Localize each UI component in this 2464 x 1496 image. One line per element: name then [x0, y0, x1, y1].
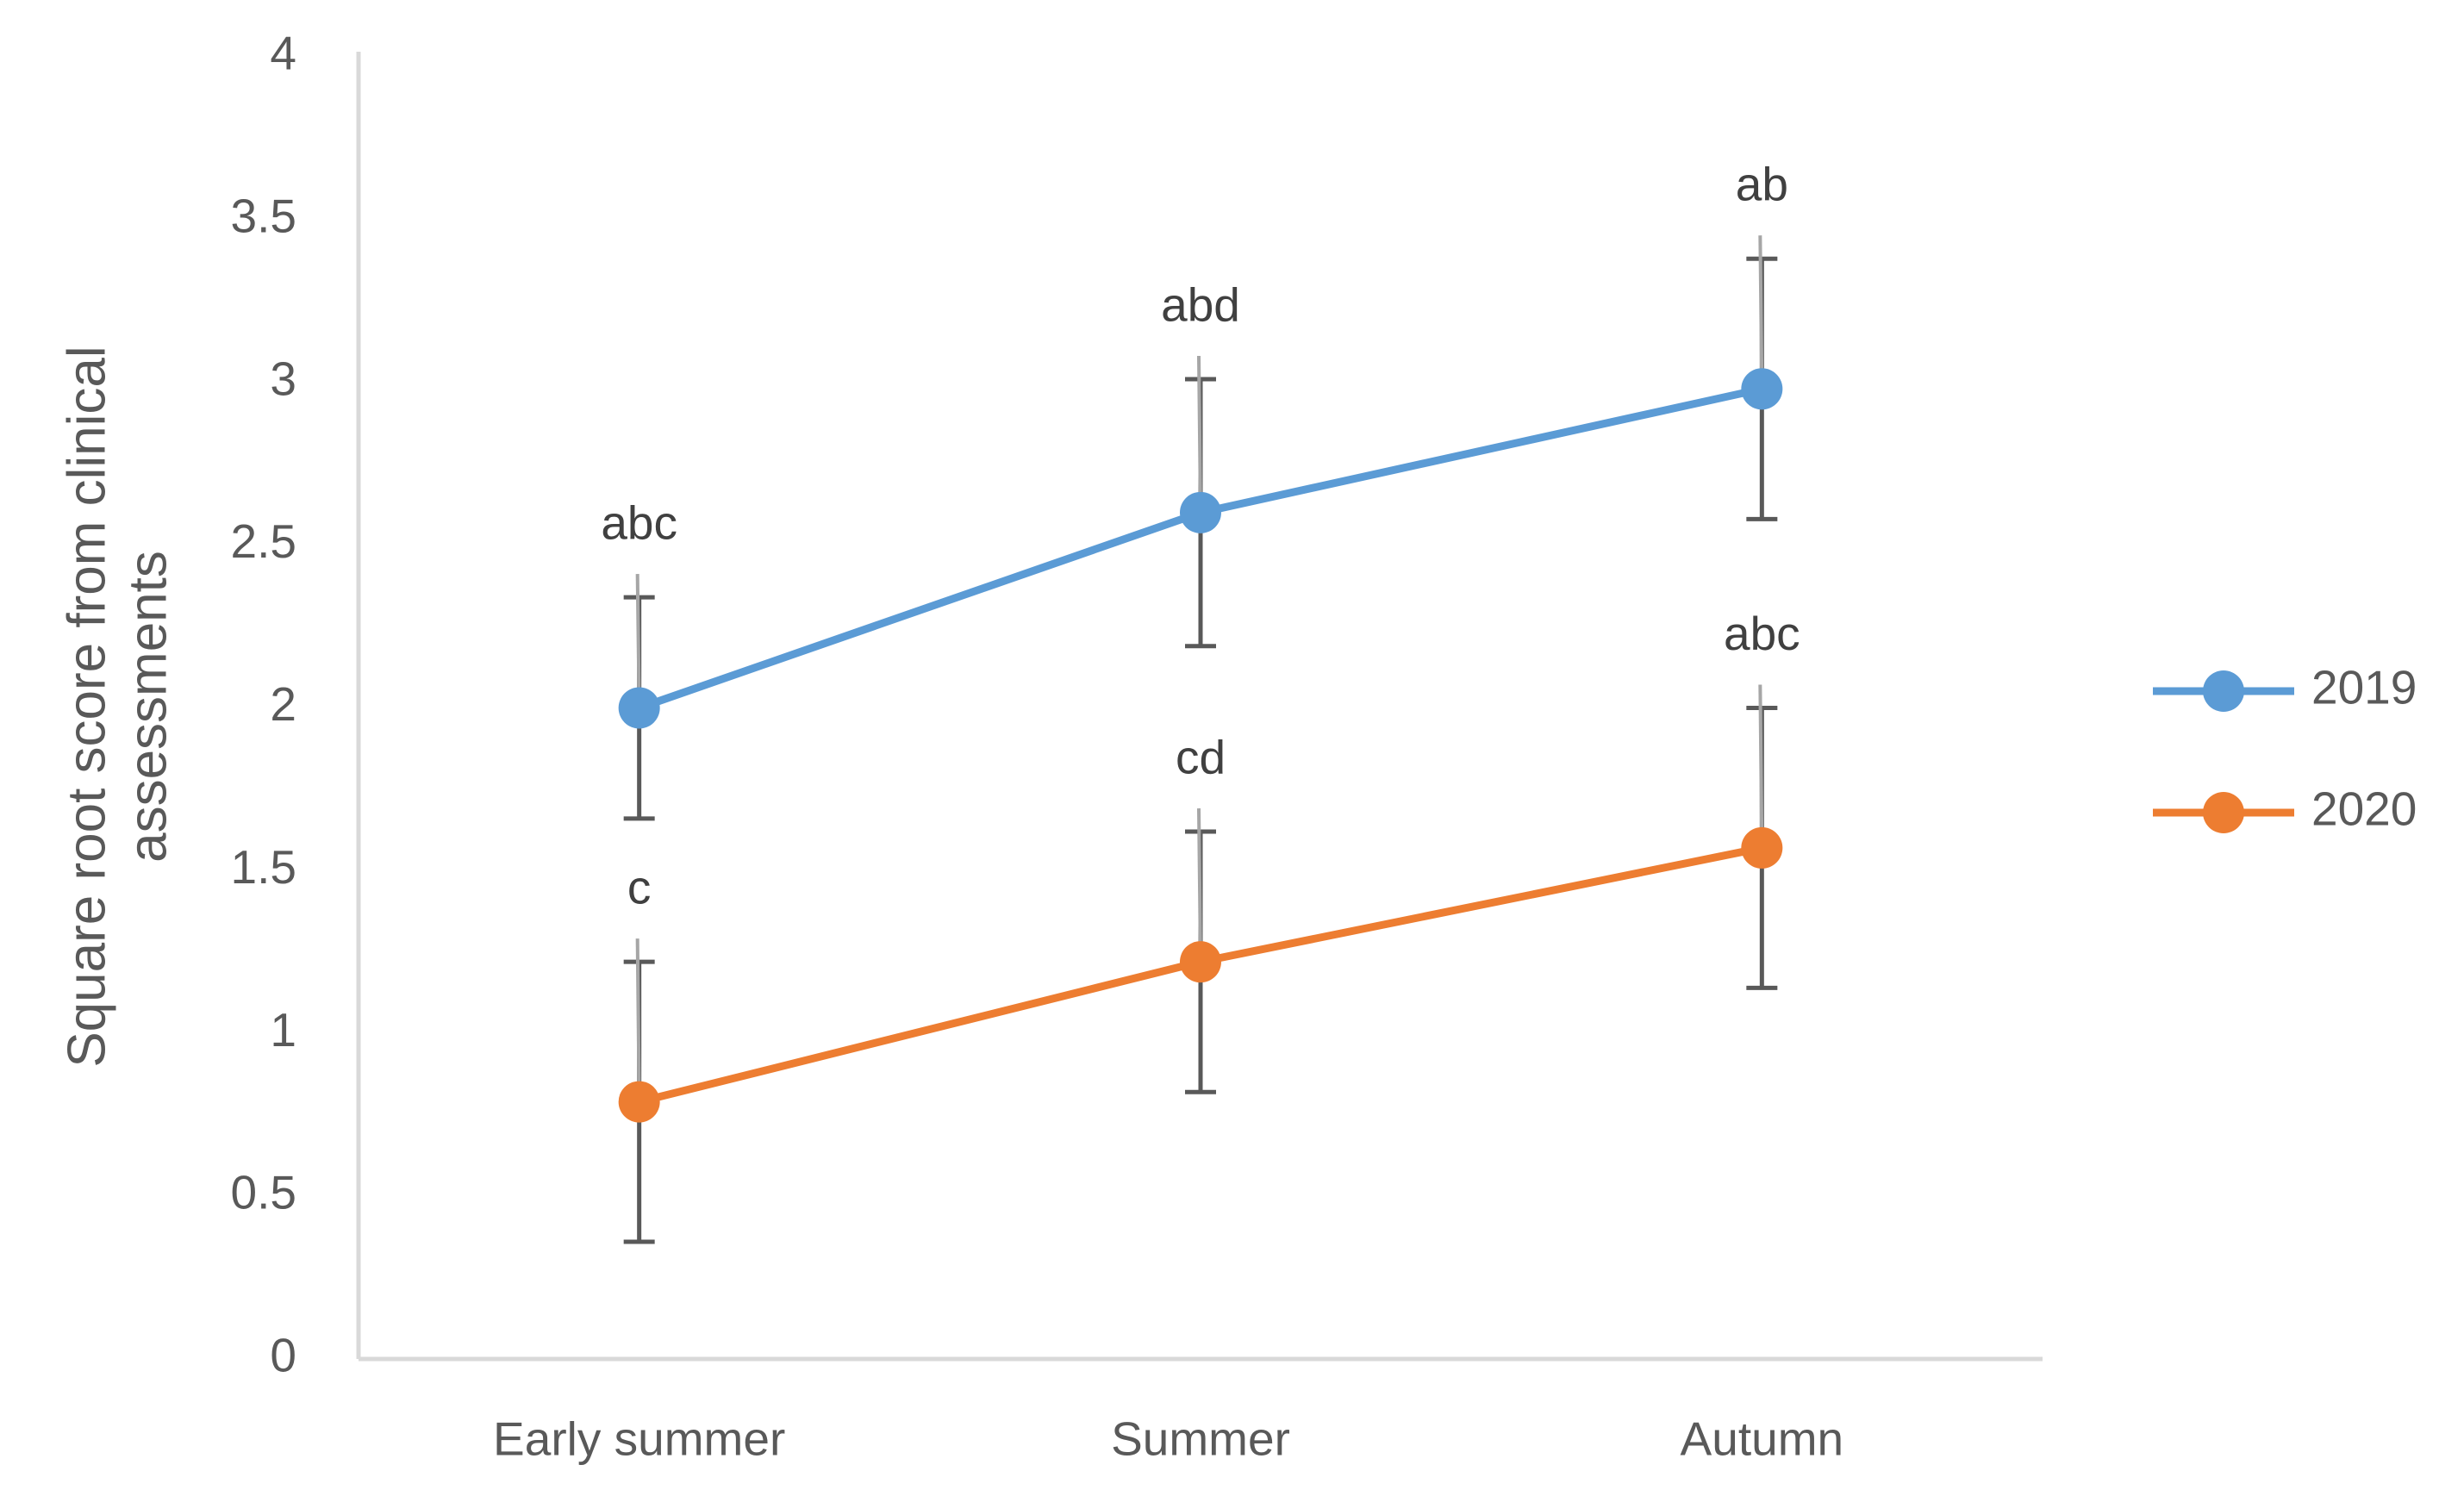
data-point [618, 687, 660, 729]
data-point [618, 1081, 660, 1123]
legend-marker [2203, 792, 2244, 833]
x-tick-label: Summer [1111, 1412, 1290, 1466]
label-leader [635, 574, 641, 708]
y-tick-label: 3.5 [231, 189, 296, 242]
data-annotation: cd [1176, 731, 1226, 784]
label-leader [1758, 684, 1764, 848]
y-tick-label: 1 [270, 1003, 296, 1057]
y-axis-label: Square root score from clinical assessme… [57, 346, 178, 1068]
data-annotation: abd [1161, 278, 1240, 332]
y-tick-label: 1.5 [231, 840, 296, 894]
legend-marker [2203, 670, 2244, 712]
y-tick-label: 3 [270, 352, 296, 405]
y-tick-label: 0 [270, 1329, 296, 1382]
label-leader [635, 938, 641, 1102]
y-tick-label: 2.5 [231, 514, 296, 568]
legend-label: 2019 [2311, 661, 2417, 714]
label-leader [1197, 808, 1202, 963]
label-leader [1197, 355, 1202, 513]
y-tick-label: 4 [270, 27, 296, 80]
legend-label: 2020 [2311, 782, 2417, 836]
data-annotation: abc [1724, 607, 1800, 660]
x-tick-label: Early summer [493, 1412, 785, 1466]
data-point [1741, 368, 1783, 410]
y-tick-label: 2 [270, 677, 296, 731]
y-tick-label: 0.5 [231, 1166, 296, 1219]
data-annotation: ab [1736, 158, 1788, 211]
data-point [1180, 491, 1221, 533]
data-point [1741, 826, 1783, 869]
data-annotation: abc [601, 496, 677, 550]
label-leader [1758, 235, 1764, 390]
x-tick-label: Autumn [1681, 1412, 1844, 1466]
data-point [1180, 941, 1221, 983]
data-annotation: c [627, 861, 652, 914]
